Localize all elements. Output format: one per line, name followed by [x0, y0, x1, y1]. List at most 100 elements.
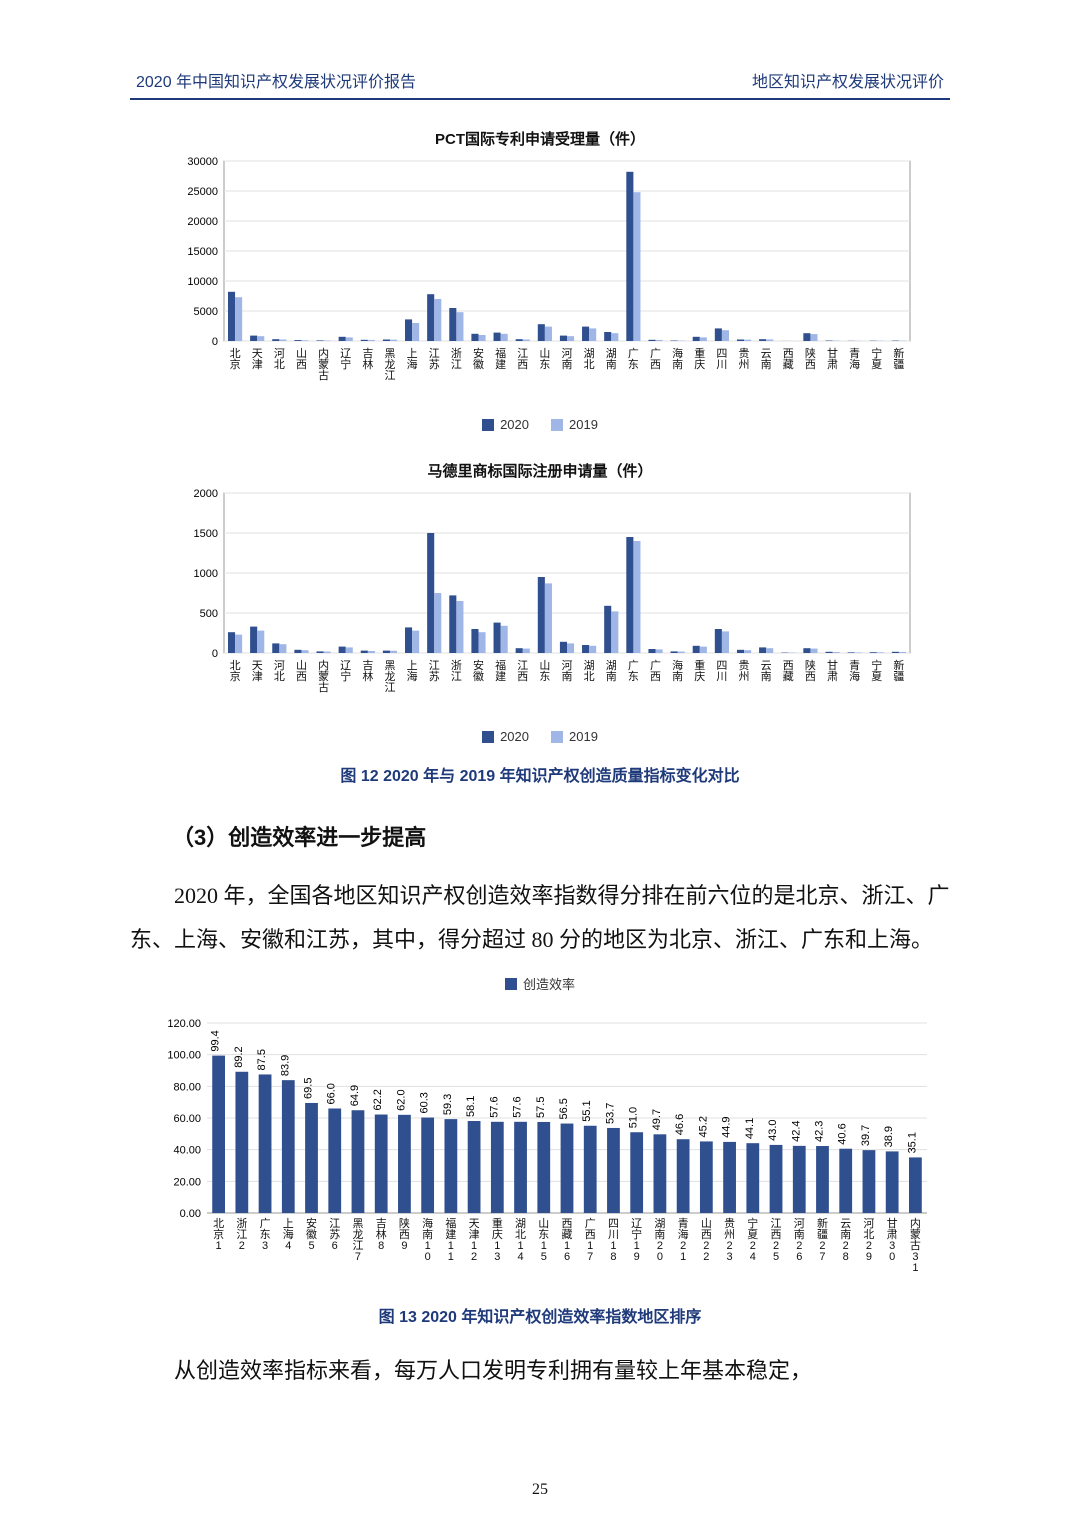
legend-2020: 2020 [482, 417, 529, 432]
svg-text:州: 州 [739, 359, 750, 371]
svg-text:38.9: 38.9 [883, 1126, 895, 1147]
svg-text:苏: 苏 [429, 670, 440, 683]
svg-text:古: 古 [318, 369, 329, 382]
svg-text:西: 西 [650, 671, 661, 683]
svg-text:62.2: 62.2 [372, 1089, 384, 1110]
svg-text:57.6: 57.6 [512, 1096, 524, 1117]
fig13-caption: 图 13 2020 年知识产权创造效率指数地区排序 [130, 1303, 950, 1327]
svg-text:津: 津 [252, 670, 263, 683]
svg-text:44.1: 44.1 [744, 1118, 756, 1139]
subheading-3: （3）创造效率进一步提高 [172, 820, 950, 852]
svg-text:2: 2 [471, 1251, 477, 1263]
svg-text:5: 5 [541, 1251, 547, 1263]
fig12-caption: 图 12 2020 年与 2019 年知识产权创造质量指标变化对比 [130, 762, 950, 786]
svg-text:庆: 庆 [492, 1227, 503, 1241]
svg-text:南: 南 [761, 358, 772, 371]
svg-text:15000: 15000 [187, 246, 218, 258]
svg-text:苏: 苏 [429, 358, 440, 371]
svg-text:1: 1 [448, 1251, 454, 1263]
svg-text:福: 福 [495, 346, 506, 360]
svg-text:42.4: 42.4 [790, 1120, 802, 1141]
svg-text:40.00: 40.00 [173, 1145, 201, 1157]
svg-text:6: 6 [332, 1240, 338, 1252]
svg-text:55.1: 55.1 [581, 1100, 593, 1121]
svg-text:肃: 肃 [827, 670, 838, 683]
chart2-svg-holder: 0500100015002000北京天津河北山西内蒙古辽宁吉林黑龙江上海江苏浙江… [130, 485, 950, 723]
svg-text:40.6: 40.6 [837, 1123, 849, 1144]
svg-text:徽: 徽 [473, 669, 484, 683]
svg-text:7: 7 [819, 1251, 825, 1263]
svg-text:8: 8 [378, 1240, 384, 1252]
svg-text:林: 林 [362, 669, 373, 683]
svg-text:83.9: 83.9 [279, 1055, 291, 1076]
legend-2019: 2019 [551, 417, 598, 432]
svg-text:肃: 肃 [827, 358, 838, 371]
svg-text:南: 南 [761, 670, 772, 683]
header-right: 地区知识产权发展状况评价 [752, 68, 944, 92]
svg-text:福: 福 [445, 1216, 456, 1230]
svg-text:西: 西 [650, 359, 661, 371]
svg-text:9: 9 [866, 1251, 872, 1263]
svg-text:东: 东 [628, 670, 639, 683]
svg-text:80.00: 80.00 [173, 1081, 201, 1093]
svg-text:宁: 宁 [631, 1227, 642, 1241]
svg-text:59.3: 59.3 [442, 1094, 454, 1115]
chart2-title: 马德里商标国际注册申请量（件） [130, 460, 950, 481]
svg-text:1: 1 [912, 1262, 918, 1274]
chart1-title: PCT国际专利申请受理量（件） [130, 128, 950, 149]
svg-text:西: 西 [805, 671, 816, 683]
svg-text:北: 北 [584, 670, 595, 683]
svg-text:43.0: 43.0 [767, 1119, 779, 1140]
svg-text:60.00: 60.00 [173, 1113, 201, 1125]
svg-text:州: 州 [739, 671, 750, 683]
svg-text:1: 1 [680, 1251, 686, 1263]
svg-text:2: 2 [239, 1240, 245, 1252]
svg-text:7: 7 [587, 1251, 593, 1263]
svg-text:57.6: 57.6 [488, 1096, 500, 1117]
svg-text:西: 西 [296, 671, 307, 683]
svg-text:内: 内 [910, 1216, 921, 1230]
svg-text:安: 安 [473, 346, 484, 360]
svg-text:南: 南 [562, 670, 573, 683]
svg-text:1500: 1500 [194, 528, 218, 540]
svg-text:藏: 藏 [783, 670, 794, 683]
svg-text:2: 2 [703, 1251, 709, 1263]
svg-text:安: 安 [306, 1216, 317, 1230]
svg-text:海: 海 [849, 357, 860, 371]
svg-text:宁: 宁 [747, 1216, 758, 1230]
svg-text:0: 0 [212, 648, 218, 660]
svg-text:1: 1 [216, 1240, 222, 1252]
svg-text:京: 京 [213, 1227, 224, 1241]
svg-text:夏: 夏 [871, 670, 882, 683]
svg-text:6: 6 [796, 1251, 802, 1263]
chart2-legend: 2020 2019 [130, 729, 950, 744]
svg-text:徽: 徽 [306, 1227, 317, 1241]
page-header: 2020 年中国知识产权发展状况评价报告 地区知识产权发展状况评价 [130, 68, 950, 100]
svg-text:古: 古 [318, 681, 329, 694]
svg-text:海: 海 [672, 658, 683, 672]
svg-text:川: 川 [716, 359, 727, 371]
svg-text:8: 8 [610, 1251, 616, 1263]
svg-text:陕: 陕 [399, 1216, 410, 1230]
svg-text:重: 重 [694, 658, 705, 672]
svg-text:30000: 30000 [187, 156, 218, 168]
svg-text:新: 新 [893, 346, 904, 360]
svg-text:宁: 宁 [871, 658, 882, 672]
svg-text:69.5: 69.5 [303, 1078, 315, 1099]
svg-text:60.3: 60.3 [419, 1092, 431, 1113]
svg-text:7: 7 [355, 1251, 361, 1263]
legend-item: 创造效率 [505, 974, 575, 993]
svg-text:1000: 1000 [194, 568, 218, 580]
svg-text:0: 0 [212, 336, 218, 348]
svg-text:8: 8 [843, 1251, 849, 1263]
svg-text:新: 新 [817, 1216, 828, 1230]
svg-text:49.7: 49.7 [651, 1109, 663, 1130]
svg-text:5: 5 [773, 1251, 779, 1263]
svg-text:林: 林 [362, 357, 373, 371]
svg-text:建: 建 [445, 1227, 456, 1241]
svg-text:南: 南 [562, 358, 573, 371]
svg-text:徽: 徽 [473, 357, 484, 371]
svg-text:西: 西 [517, 671, 528, 683]
svg-text:南: 南 [606, 670, 617, 683]
svg-text:内: 内 [318, 346, 329, 360]
